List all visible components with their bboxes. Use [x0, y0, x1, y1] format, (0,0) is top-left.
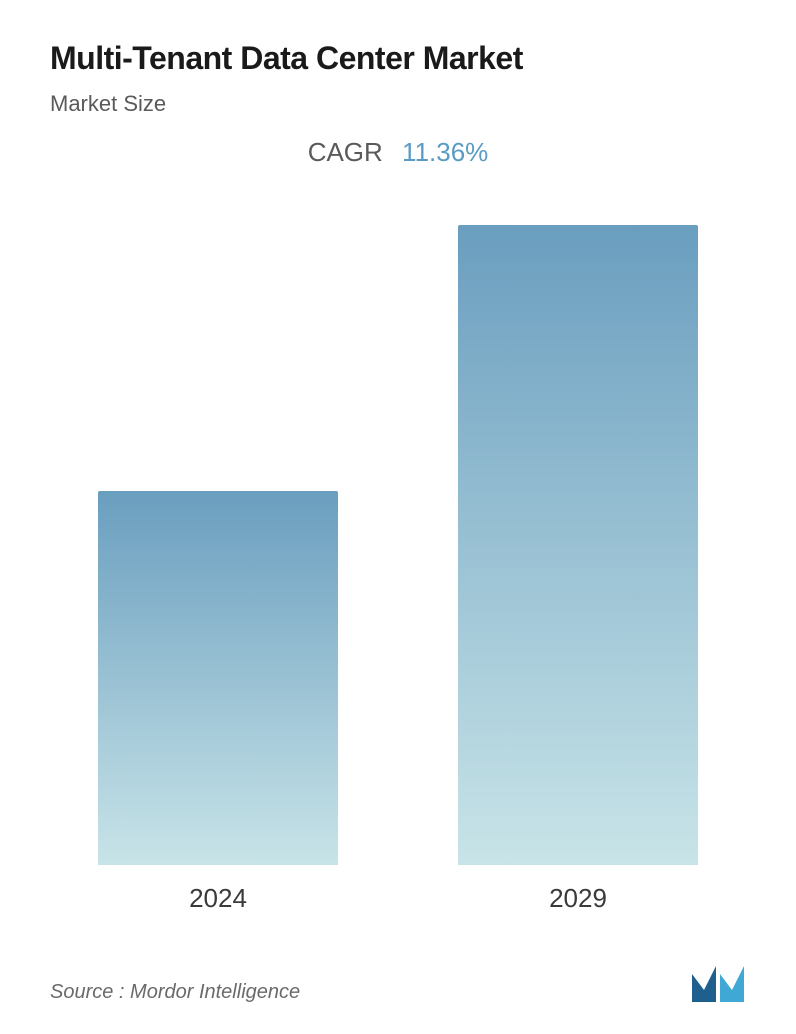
chart-subtitle: Market Size: [50, 91, 746, 117]
bar-2024: [98, 491, 338, 865]
chart-footer: Source : Mordor Intelligence: [50, 954, 746, 1004]
source-text: Source : Mordor Intelligence: [50, 981, 300, 1004]
cagr-label: CAGR: [308, 137, 383, 167]
mordor-logo-icon: [690, 964, 746, 1004]
bar-label-1: 2029: [549, 883, 607, 914]
cagr-value: 11.36%: [402, 137, 488, 167]
chart-title: Multi-Tenant Data Center Market: [50, 40, 746, 77]
cagr-row: CAGR 11.36%: [50, 137, 746, 168]
bar-group-1: 2029: [458, 225, 698, 914]
bar-2029: [458, 225, 698, 865]
bar-label-0: 2024: [189, 883, 247, 914]
chart-container: Multi-Tenant Data Center Market Market S…: [0, 0, 796, 1034]
bar-group-0: 2024: [98, 491, 338, 914]
bar-chart-area: 2024 2029: [50, 198, 746, 924]
